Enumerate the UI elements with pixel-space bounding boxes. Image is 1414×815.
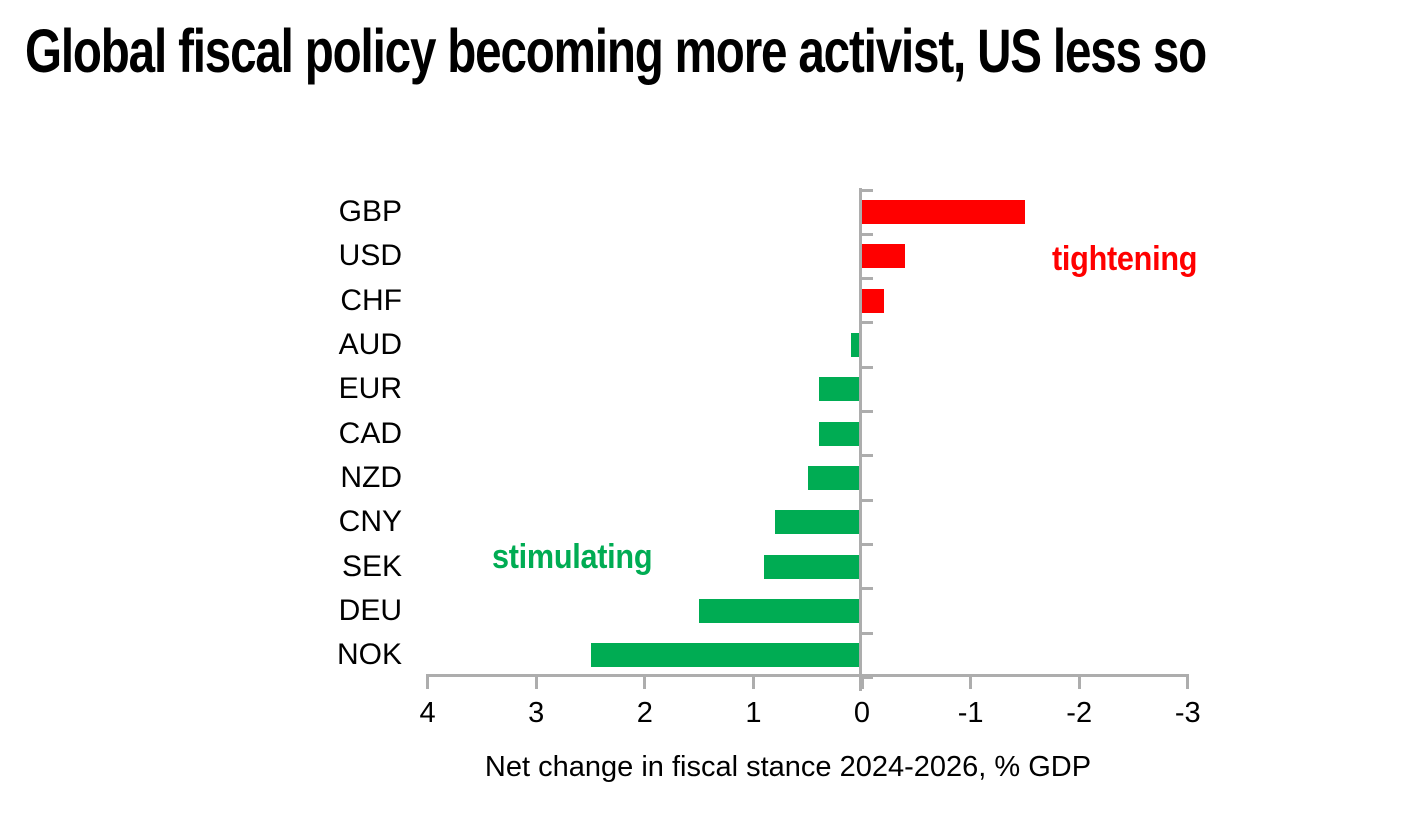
category-label-chf: CHF (340, 283, 402, 317)
x-tick-label-1: 1 (745, 697, 762, 729)
x-axis-tick-3 (534, 674, 538, 689)
bar-cad (818, 421, 862, 446)
bar-sek (764, 554, 862, 579)
category-label-cad: CAD (338, 416, 402, 450)
x-tick-label-2: 2 (636, 697, 653, 729)
x-axis-tick-2 (643, 674, 647, 689)
row-boundary-tick (862, 631, 873, 635)
x-axis-tick-4 (426, 674, 430, 689)
bar-gbp (862, 200, 1025, 225)
row-boundary-tick (862, 188, 873, 192)
bar-aud (851, 333, 862, 358)
x-tick-label-3: 3 (528, 697, 545, 729)
x-axis-tick-1 (751, 674, 755, 689)
category-label-deu: DEU (338, 593, 402, 627)
bar-usd (862, 244, 906, 269)
x-tick-label-0: 0 (853, 697, 871, 729)
category-label-sek: SEK (341, 549, 402, 583)
category-label-eur: EUR (338, 372, 402, 406)
row-boundary-tick (862, 232, 873, 236)
row-boundary-tick (862, 321, 873, 325)
x-axis-line (426, 674, 1190, 677)
category-label-gbp: GBP (338, 195, 402, 229)
x-axis-label: Net change in fiscal stance 2024-2026, %… (484, 751, 1092, 783)
bar-cny (775, 510, 862, 535)
chart-title: Global fiscal policy becoming more activ… (25, 17, 1207, 85)
x-tick-label-4: 4 (419, 697, 436, 729)
row-boundary-tick (862, 675, 873, 679)
x-axis-tick-0 (860, 674, 864, 689)
bar-eur (818, 377, 862, 402)
bar-chf (862, 288, 884, 313)
annotation-tightening: tightening (1052, 240, 1198, 278)
bar-nzd (807, 465, 862, 490)
x-tick-label--1: -1 (957, 697, 984, 729)
category-label-usd: USD (338, 239, 402, 273)
category-label-nzd: NZD (340, 460, 402, 494)
zero-axis-line (859, 188, 862, 691)
bar-deu (699, 598, 862, 623)
row-boundary-tick (862, 587, 873, 591)
annotation-stimulating: stimulating (492, 538, 653, 576)
row-boundary-tick (862, 410, 873, 413)
category-label-aud: AUD (338, 328, 402, 362)
bar-nok (590, 643, 862, 668)
row-boundary-tick (862, 277, 873, 281)
x-axis-tick--2 (1077, 674, 1081, 689)
category-label-nok: NOK (336, 638, 402, 672)
x-axis-tick--3 (1186, 674, 1190, 689)
x-tick-label--3: -3 (1174, 697, 1201, 729)
row-boundary-tick (862, 365, 873, 369)
x-axis-tick--1 (969, 674, 973, 689)
category-label-cny: CNY (338, 505, 402, 539)
row-boundary-tick (862, 542, 873, 546)
row-boundary-tick (862, 454, 873, 458)
x-tick-label--2: -2 (1066, 697, 1093, 729)
row-boundary-tick (862, 498, 873, 502)
